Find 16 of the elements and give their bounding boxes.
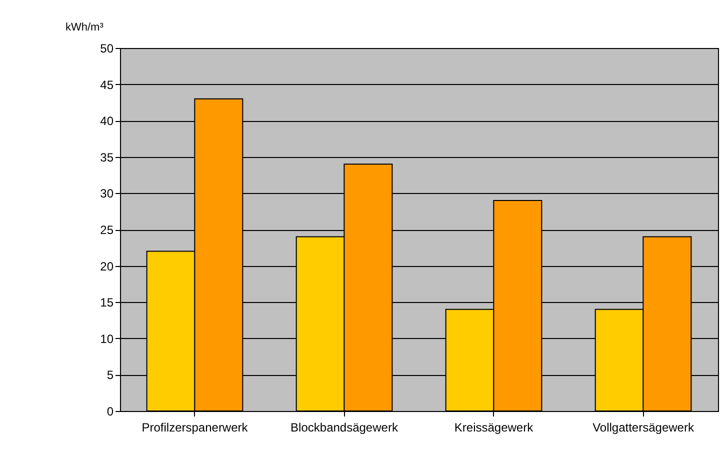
y-tick-label: 40	[100, 114, 114, 128]
x-tick-label: Vollgattersägewerk	[592, 420, 695, 434]
y-tick-label: 50	[100, 42, 114, 56]
y-tick-label: 20	[100, 259, 114, 274]
y-tick-label: 30	[100, 186, 114, 201]
y-tick-label: 5	[106, 368, 114, 382]
y-tick-label: 0	[106, 404, 114, 418]
y-axis-title: kWh/m³	[66, 22, 104, 34]
x-tick-label: Kreissägewerk	[454, 420, 534, 434]
y-tick-label: 45	[100, 78, 114, 92]
y-tick-label: 25	[100, 223, 114, 237]
y-tick-label: 15	[100, 296, 114, 310]
y-tick-label: 10	[100, 332, 114, 346]
x-tick-label: Profilzerspanerwerk	[142, 420, 249, 434]
x-tick-label: Blockbandsägewerk	[290, 420, 399, 434]
y-tick-label: 35	[100, 150, 114, 164]
